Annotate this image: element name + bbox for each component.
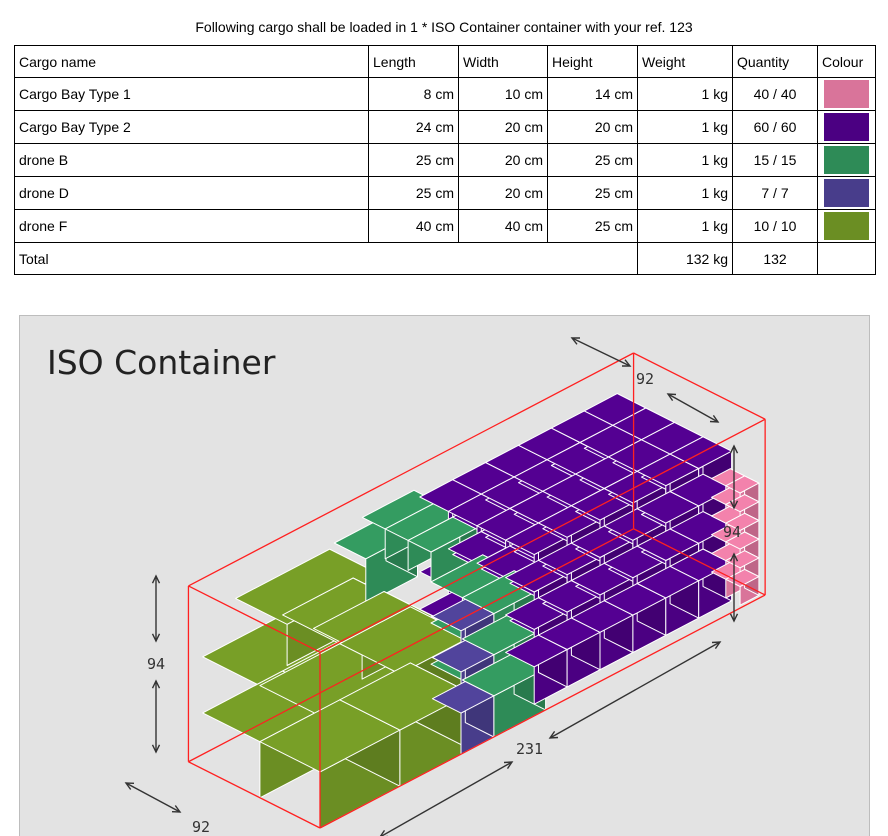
colour-swatch [824,80,869,108]
cell-name: drone F [14,209,369,243]
height-right-arrow [729,552,739,623]
total-weight: 132 kg [637,242,733,275]
total-quantity: 132 [732,242,818,275]
cell-length: 8 cm [368,77,459,111]
cell-length: 25 cm [368,143,459,177]
box-face [725,531,760,550]
container-edge [319,418,766,653]
container-edge [188,585,321,653]
header-width: Width [458,45,548,78]
container-edge [188,528,634,763]
depth-bottom-label: 92 [192,818,211,836]
container-edge [188,352,634,587]
cell-width: 40 cm [458,209,548,243]
table-header-row: Cargo name Length Width Height Weight Qu… [14,45,876,78]
cell-width: 20 cm [458,143,548,177]
total-row: Total 132 kg 132 [14,242,876,275]
header-quantity: Quantity [732,45,818,78]
header-cargo-name: Cargo name [14,45,369,78]
colour-swatch-cell [817,143,876,177]
colour-swatch [824,212,869,240]
table-row: drone D 25 cm 20 cm 25 cm 1 kg 7 / 7 [14,176,876,210]
height-right-arrow [729,444,739,510]
colour-swatch-cell [817,209,876,243]
container-edge [188,761,321,829]
cell-width: 20 cm [458,110,548,144]
container-edge [633,352,766,420]
cell-quantity: 15 / 15 [732,143,818,177]
cargo-table: Cargo name Length Width Height Weight Qu… [14,45,876,275]
height-right-label: 94 [723,523,742,541]
cell-width: 20 cm [458,176,548,210]
header-length: Length [368,45,459,78]
cell-length: 25 cm [368,176,459,210]
cargo-bay-type-2-box [603,583,667,653]
header-weight: Weight [637,45,733,78]
dimension-arrows [124,337,739,836]
cell-height: 14 cm [547,77,638,111]
depth-top-arrow [570,337,632,367]
container-edge [633,528,766,596]
total-label: Total [14,242,638,275]
cargo-bay-type-2-box [570,600,634,671]
table-row: drone B 25 cm 20 cm 25 cm 1 kg 15 / 15 [14,143,876,177]
cell-quantity: 10 / 10 [732,209,818,243]
diagram-title: ISO Container [47,343,276,382]
cell-weight: 1 kg [637,209,733,243]
cell-name: drone B [14,143,369,177]
cell-height: 20 cm [547,110,638,144]
cell-height: 25 cm [547,209,638,243]
depth-bottom-arrow [124,782,182,813]
container-outline [187,352,766,829]
container-3d-view [124,337,766,836]
colour-swatch-cell [817,176,876,210]
length-arrow [379,761,514,836]
loading-heading: Following cargo shall be loaded in 1 * I… [195,19,693,35]
cell-weight: 1 kg [637,176,733,210]
cargo-bay-type-2-box [636,565,700,636]
cell-weight: 1 kg [637,110,733,144]
colour-swatch [824,179,869,207]
cell-width: 10 cm [458,77,548,111]
box-face [725,512,760,531]
colour-swatch [824,113,869,141]
header-colour: Colour [817,45,876,78]
height-left-arrow [151,574,161,643]
cell-name: Cargo Bay Type 2 [14,110,369,144]
cell-length: 40 cm [368,209,459,243]
container-edge [319,594,766,829]
cell-height: 25 cm [547,143,638,177]
height-left-arrow [151,679,161,754]
cell-weight: 1 kg [637,143,733,177]
cell-height: 25 cm [547,176,638,210]
height-left-label: 94 [147,655,166,673]
cell-quantity: 7 / 7 [732,176,818,210]
table-row: Cargo Bay Type 2 24 cm 20 cm 20 cm 1 kg … [14,110,876,144]
colour-swatch-cell [817,77,876,111]
cell-weight: 1 kg [637,77,733,111]
header-height: Height [547,45,638,78]
cell-quantity: 40 / 40 [732,77,818,111]
table-row: drone F 40 cm 40 cm 25 cm 1 kg 10 / 10 [14,209,876,243]
length-label: 231 [516,740,544,758]
total-colour-empty [817,242,876,275]
cell-name: drone D [14,176,369,210]
colour-swatch-cell [817,110,876,144]
depth-top-arrow [666,393,720,423]
cargo-bay-type-2-box [538,617,601,688]
table-row: Cargo Bay Type 1 8 cm 10 cm 14 cm 1 kg 4… [14,77,876,111]
cell-name: Cargo Bay Type 1 [14,77,369,111]
colour-swatch [824,146,869,174]
cell-quantity: 60 / 60 [732,110,818,144]
container-diagram: ISO Container 92 94 94 231 92 [19,315,870,836]
cell-length: 24 cm [368,110,459,144]
depth-top-label: 92 [636,370,655,388]
length-arrow [548,641,722,739]
